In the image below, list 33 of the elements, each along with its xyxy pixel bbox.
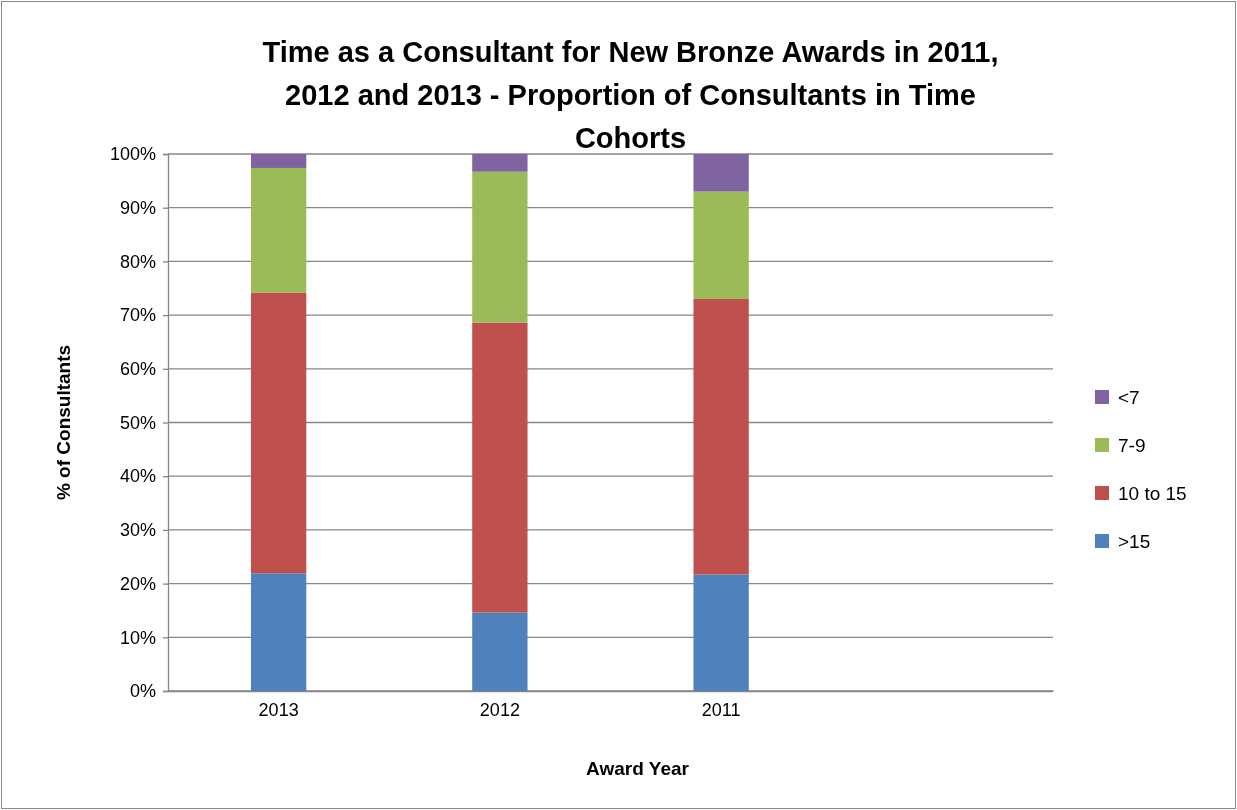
x-axis-title: Award Year — [586, 758, 690, 779]
bar — [472, 322, 528, 613]
y-tick-label: 0% — [129, 681, 156, 702]
legend-label: 7-9 — [1118, 434, 1146, 456]
y-tick-label: 30% — [119, 520, 156, 541]
bar — [693, 574, 749, 691]
bar — [472, 154, 528, 172]
bar — [693, 154, 749, 192]
y-tick-label: 90% — [119, 197, 156, 218]
legend-label: <7 — [1118, 386, 1140, 408]
y-tick-label: 40% — [119, 466, 156, 487]
legend-label: 10 to 15 — [1118, 482, 1187, 504]
y-tick-label: 100% — [109, 144, 156, 165]
y-tick-label: 20% — [119, 573, 156, 594]
y-tick-label: 80% — [119, 251, 156, 272]
chart-title: Time as a Consultant for New Bronze Awards in 2011, 2012 and 2013 - Proportion of Consultants in Time Cohorts — [262, 36, 999, 154]
x-tick-label: 2013 — [258, 700, 299, 720]
y-tick-label: 60% — [119, 359, 156, 380]
y-tick-label: 10% — [119, 627, 156, 648]
bar — [250, 167, 307, 293]
bar — [250, 154, 307, 168]
y-tick-label: 50% — [119, 412, 156, 433]
legend-label: >15 — [1118, 530, 1151, 552]
bar — [472, 171, 528, 323]
x-tick-label: 2011 — [701, 700, 741, 720]
bar — [250, 292, 307, 574]
bar — [472, 612, 528, 691]
y-tick-label: 70% — [119, 305, 156, 326]
bar — [250, 573, 307, 691]
y-axis-title: % of Consultants — [53, 344, 74, 501]
bar — [693, 191, 749, 299]
x-tick-label: 2012 — [479, 700, 520, 720]
bar — [693, 298, 749, 575]
